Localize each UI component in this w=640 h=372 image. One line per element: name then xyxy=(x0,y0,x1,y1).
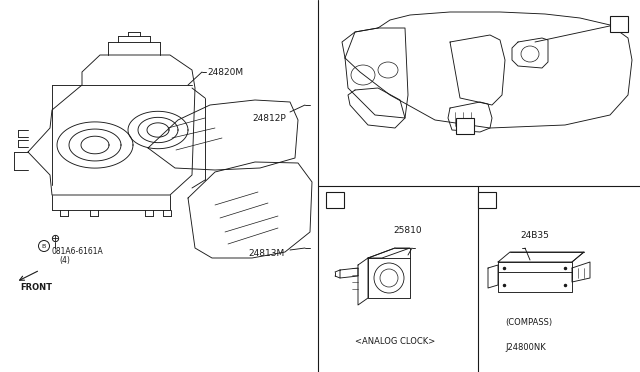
Text: FRONT: FRONT xyxy=(20,283,52,292)
Text: 24813M: 24813M xyxy=(248,248,284,257)
Text: A: A xyxy=(615,19,623,29)
Text: A: A xyxy=(332,195,339,205)
Text: 24820M: 24820M xyxy=(207,67,243,77)
Bar xyxy=(326,192,344,208)
Text: B: B xyxy=(483,195,491,205)
Text: (COMPASS): (COMPASS) xyxy=(505,317,552,327)
Text: 24812P: 24812P xyxy=(252,113,285,122)
Text: B: B xyxy=(42,244,46,248)
Text: J24800NK: J24800NK xyxy=(505,343,546,353)
Text: <ANALOG CLOCK>: <ANALOG CLOCK> xyxy=(355,337,435,346)
Text: 24B35: 24B35 xyxy=(520,231,549,240)
Text: 25810: 25810 xyxy=(393,225,422,234)
Text: (4): (4) xyxy=(59,257,70,266)
Text: B: B xyxy=(461,121,468,131)
Bar xyxy=(478,192,496,208)
Bar xyxy=(610,16,628,32)
Bar xyxy=(456,118,474,134)
Text: 081A6-6161A: 081A6-6161A xyxy=(52,247,104,257)
